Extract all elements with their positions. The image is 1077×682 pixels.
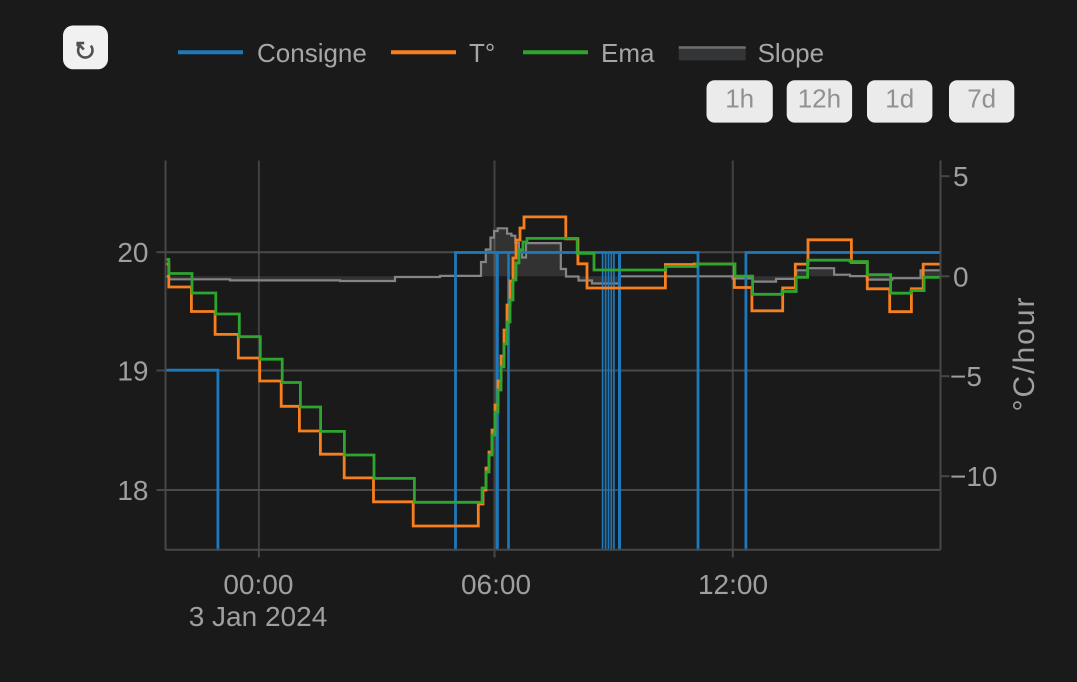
svg-text:20: 20 — [117, 237, 148, 268]
svg-text:Slope: Slope — [758, 38, 825, 68]
svg-text:7d: 7d — [967, 84, 996, 114]
svg-text:12:00: 12:00 — [698, 569, 768, 600]
svg-text:−5: −5 — [950, 361, 982, 392]
svg-text:−10: −10 — [950, 461, 998, 492]
svg-text:Consigne: Consigne — [257, 38, 367, 68]
svg-text:1h: 1h — [725, 84, 754, 114]
svg-text:19: 19 — [117, 356, 148, 387]
svg-text:°C/hour: °C/hour — [1008, 295, 1041, 411]
svg-text:5: 5 — [953, 161, 969, 192]
svg-text:1d: 1d — [885, 84, 914, 114]
svg-text:T°: T° — [469, 38, 495, 68]
svg-text:00:00: 00:00 — [223, 569, 293, 600]
svg-text:06:00: 06:00 — [461, 569, 531, 600]
svg-text:12h: 12h — [798, 84, 841, 114]
svg-text:3 Jan 2024: 3 Jan 2024 — [189, 601, 328, 632]
svg-text:Ema: Ema — [601, 38, 655, 68]
svg-text:0: 0 — [953, 261, 969, 292]
svg-text:18: 18 — [117, 475, 148, 506]
